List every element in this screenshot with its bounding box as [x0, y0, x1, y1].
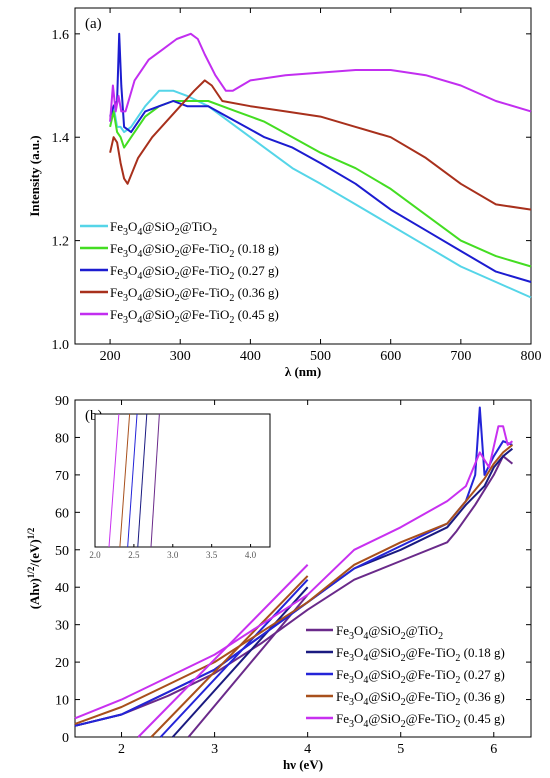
x-tick-label: 4: [304, 742, 311, 757]
inset-x-tick-label: 4.0: [245, 550, 257, 560]
y-tick-label: 30: [55, 619, 69, 634]
x-tick-label: 500: [310, 349, 331, 364]
x-tick-label: 3: [211, 742, 218, 757]
x-tick-label: 600: [380, 349, 401, 364]
y-tick-label: 70: [55, 469, 69, 484]
y-tick-label: 80: [55, 431, 69, 446]
inset-x-tick-label: 2.5: [128, 550, 140, 560]
series-line-3: [109, 79, 532, 211]
tangent-line-4: [137, 564, 309, 738]
series-line-1: [109, 100, 532, 268]
legend-entry-a-4: Fe3O4@SiO2@Fe-TiO2 (0.45 g): [110, 307, 279, 326]
y-tick-label: 40: [55, 581, 69, 596]
legend-entry-b-1: Fe3O4@SiO2@Fe-TiO2 (0.18 g): [336, 645, 505, 664]
inset-x-tick-label: 3.0: [167, 550, 179, 560]
inset-x-tick-label: 2.0: [89, 550, 101, 560]
y-tick-label: 1.4: [52, 131, 70, 146]
inset-tangent-1: [137, 413, 148, 548]
inset-tangent-2: [127, 413, 138, 548]
legend-entry-b-3: Fe3O4@SiO2@Fe-TiO2 (0.36 g): [336, 689, 505, 708]
x-tick-label: 300: [170, 349, 191, 364]
x-tick-label: 200: [100, 349, 121, 364]
legend-entry-b-4: Fe3O4@SiO2@Fe-TiO2 (0.45 g): [336, 711, 505, 730]
tangent-line-1: [171, 586, 309, 738]
x-tick-label: 700: [450, 349, 471, 364]
panel-a: (a) λ (nm) Intensity (a.u.) 200 300 400 500…: [27, 7, 542, 379]
x-tick-label: 5: [397, 742, 404, 757]
y-tick-label: 60: [55, 506, 69, 521]
series-line-0: [74, 455, 514, 727]
plot-frame-a: [74, 7, 532, 345]
panel-label-a: (a): [85, 16, 102, 32]
tangent-line-3: [150, 575, 309, 738]
y-tick-label: 0: [62, 731, 69, 746]
inset-tangent-3: [119, 413, 131, 548]
series-line-4: [74, 425, 514, 720]
panel-b: (b) hν (eV) (Ahν)1/2/(eV)1/2 2 3 4 5 6010203…: [26, 394, 532, 772]
x-tick-label: 2: [118, 742, 125, 757]
plot-frame-b: [74, 399, 532, 738]
y-tick-label: 1.2: [52, 235, 70, 250]
x-axis-label-b: hν (eV): [283, 757, 323, 772]
series-line-4: [109, 32, 532, 122]
y-tick-label: 1.6: [52, 28, 70, 43]
y-tick-label: 50: [55, 544, 69, 559]
x-tick-label: 400: [240, 349, 261, 364]
y-tick-label: 20: [55, 656, 69, 671]
y-tick-label: 90: [55, 394, 69, 409]
x-tick-label: 800: [521, 349, 542, 364]
legend-entry-a-1: Fe3O4@SiO2@Fe-TiO2 (0.18 g): [110, 241, 279, 260]
legend-entry-a-2: Fe3O4@SiO2@Fe-TiO2 (0.27 g): [110, 263, 279, 282]
inset-tangent-0: [150, 413, 160, 548]
series-line-3: [74, 444, 514, 725]
y-tick-label: 1.0: [52, 338, 70, 353]
x-tick-label: 6: [490, 742, 497, 757]
legend-entry-a-3: Fe3O4@SiO2@Fe-TiO2 (0.36 g): [110, 285, 279, 304]
y-tick-label: 10: [55, 694, 69, 709]
tangent-line-2: [159, 579, 309, 738]
legend-entry-b-0: Fe3O4@SiO2@TiO2: [336, 623, 443, 642]
inset-tangent-4: [108, 413, 120, 548]
x-axis-label-a: λ (nm): [285, 364, 321, 379]
tangent-line-0: [187, 594, 309, 738]
y-axis-label-a: Intensity (a.u.): [27, 135, 42, 216]
legend-entry-b-2: Fe3O4@SiO2@Fe-TiO2 (0.27 g): [336, 667, 505, 686]
inset-x-tick-label: 3.5: [206, 550, 218, 560]
y-axis-label-b: (Ahν)1/2/(eV)1/2: [26, 527, 42, 609]
inset-frame: [94, 413, 271, 548]
series-line-2: [109, 32, 532, 283]
legend-entry-a-0: Fe3O4@SiO2@TiO2: [110, 219, 217, 238]
